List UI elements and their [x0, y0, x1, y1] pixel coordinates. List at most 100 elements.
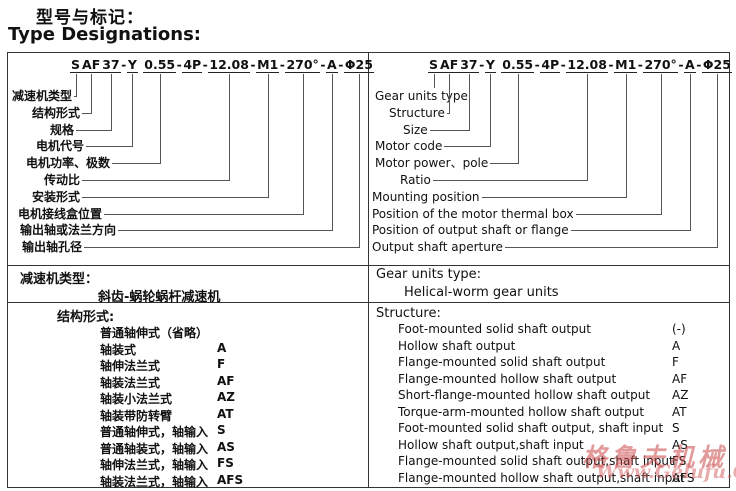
- code-separator: -: [696, 57, 702, 72]
- section-divider-bottom: [7, 302, 729, 303]
- diagram-label-en: Position of the motor thermal box: [372, 206, 574, 221]
- structure-row: 普通轴伸式（省略） Foot-mounted solid shaft output…: [0, 0, 736, 340]
- structure-name-zh: 普通轴伸式（省略）: [100, 326, 209, 340]
- code-separator: -: [678, 57, 684, 72]
- diagram-label-en: Gear units type: [375, 89, 468, 103]
- structure-code-en: A: [672, 338, 681, 353]
- structure-name-en: Hollow shaft output: [398, 338, 516, 353]
- structure-code-en: FS: [672, 454, 687, 468]
- connector-line: [91, 74, 92, 114]
- connector-line: [661, 74, 662, 215]
- structure-row: 普通轴伸式，轴输入 S Foot-mounted solid shaft outpu…: [0, 0, 736, 439]
- connector-line: [490, 163, 519, 164]
- section-divider-top: [7, 265, 729, 266]
- diagram-label-en: Position of output shaft or flange: [372, 223, 569, 238]
- connector-line: [576, 214, 662, 215]
- diagram-label-zh: 减速机类型: [11, 89, 72, 103]
- diagram-label-en: Structure: [389, 105, 445, 120]
- connector-line: [434, 74, 435, 88]
- diagram-label-zh: 安装形式: [31, 189, 80, 204]
- structure-code-zh: FS: [217, 456, 234, 470]
- connector-line: [82, 113, 92, 114]
- structure-name-en: Flange-mounted solid shaft output,shaft …: [398, 454, 674, 468]
- structure-row: 轴伸法兰式，轴输入 FS Flange-mounted solid shaft ou…: [0, 0, 736, 472]
- structure-code-zh: AZ: [217, 390, 235, 404]
- code-separator: -: [479, 57, 485, 72]
- diagram-label-en: Size: [403, 122, 428, 137]
- gear-type-heading-zh: 减速机类型：: [20, 272, 99, 287]
- diagram-label-en: Mounting position: [372, 189, 480, 204]
- connector-line: [690, 74, 691, 231]
- code-separator: -: [637, 57, 643, 72]
- diagram-label-zh: 输出轴或法兰方向: [19, 223, 116, 238]
- connector-line: [482, 197, 627, 198]
- diagram-label-en: Ratio: [400, 173, 431, 187]
- structure-name-en: Foot-mounted solid shaft output: [398, 322, 591, 336]
- code-segment: Φ25: [343, 57, 374, 73]
- code-separator: -: [121, 57, 127, 72]
- diagram-label-zh: 结构形式: [31, 105, 80, 120]
- structure-code-en: F: [672, 355, 679, 369]
- connector-line: [132, 74, 133, 147]
- page-title-zh: 型号与标记：: [36, 8, 144, 28]
- connector-line: [74, 96, 77, 97]
- structure-code-zh: AF: [217, 373, 235, 388]
- code-segment: 4P: [540, 57, 561, 73]
- structure-row: 轴装法兰式 AF Flange-mounted hollow shaft outpu…: [0, 0, 736, 390]
- connector-line: [518, 74, 519, 164]
- connector-line: [104, 214, 304, 215]
- gear-type-value-en: Helical-worm gear units: [404, 285, 559, 300]
- diagram-label-zh: 传动比: [43, 173, 80, 187]
- code-separator: -: [250, 57, 256, 72]
- structure-row: 轴装带防转臂 AT Torque-arm-mounted hollow shaft …: [0, 0, 736, 423]
- code-segment: A: [326, 57, 338, 73]
- code-segment: AF: [439, 57, 460, 73]
- structure-name-zh: 轴装法兰式: [100, 375, 161, 390]
- connector-line: [268, 74, 269, 198]
- diagram-label-en: Motor power、pole: [375, 156, 489, 171]
- connector-line: [430, 130, 470, 131]
- code-separator: -: [176, 57, 182, 72]
- structure-name-zh: 轴装小法兰式: [100, 392, 173, 406]
- code-segment: AF: [81, 57, 102, 73]
- diagram-label-zh: 电机代号: [35, 139, 84, 154]
- code-separator: -: [338, 57, 344, 72]
- structure-name-zh: 轴伸法兰式，轴输入: [100, 458, 209, 472]
- connector-line: [112, 163, 161, 164]
- connector-line: [447, 113, 450, 114]
- structure-code-zh: A: [217, 340, 227, 355]
- structure-heading-zh: 结构形式:: [57, 310, 115, 325]
- code-separator: -: [560, 57, 566, 72]
- structure-code-zh: F: [217, 357, 226, 371]
- connector-line: [86, 146, 133, 147]
- code-segment: 37: [101, 57, 121, 73]
- structure-code-zh: AT: [217, 406, 234, 421]
- connector-line: [449, 74, 450, 114]
- code-segment: 4P: [182, 57, 203, 73]
- structure-code-en: AFS: [672, 470, 695, 485]
- code-segment: Y: [126, 57, 138, 73]
- connector-line: [82, 197, 269, 198]
- diagram-label-zh: 电机功率、极数: [25, 156, 110, 171]
- connector-line: [84, 247, 360, 248]
- diagram-label-zh: 输出轴孔径: [21, 240, 82, 255]
- structure-code-en: AF: [672, 371, 688, 386]
- code-segment: 12.08: [566, 57, 608, 73]
- connector-line: [332, 74, 333, 231]
- structure-name-en: Flange-mounted hollow shaft output: [398, 371, 617, 386]
- structure-heading-en: Structure:: [376, 306, 441, 321]
- column-divider: [368, 52, 369, 487]
- code-separator: -: [608, 57, 614, 72]
- structure-code-en: (-): [672, 322, 686, 336]
- connector-line: [626, 74, 627, 198]
- connector-line: [490, 74, 491, 147]
- code-segment: M1: [614, 57, 638, 73]
- structure-name-zh: 轴装式: [100, 342, 137, 357]
- connector-line: [160, 74, 161, 164]
- structure-code-en: AS: [672, 437, 688, 452]
- structure-name-en: Hollow shaft output,shaft input: [398, 437, 584, 452]
- connector-line: [111, 74, 112, 131]
- page-title-en: Type Designations:: [8, 24, 201, 45]
- designation-code-right: S AF 37- Y 0.55-4P -12.08- M1-270° - A - Φ25: [428, 57, 732, 73]
